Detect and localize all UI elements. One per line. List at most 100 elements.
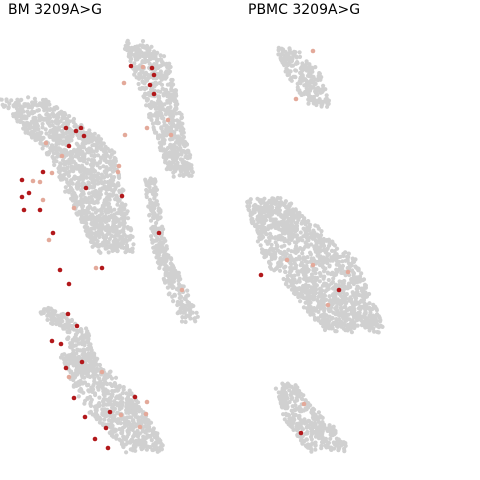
cell-point (160, 104, 165, 109)
cell-point (81, 168, 86, 173)
cell-point (114, 219, 119, 224)
cell-point (102, 175, 107, 180)
cell-point (258, 207, 263, 212)
cell-point (66, 190, 72, 195)
cell-point (118, 229, 123, 234)
cell-point (258, 243, 263, 248)
cell-point (89, 147, 94, 152)
cell-point (88, 139, 93, 144)
cell-point (252, 204, 257, 209)
cell-point (75, 132, 80, 138)
cell-point (63, 112, 68, 117)
cell-point (165, 100, 170, 105)
cell-point (320, 243, 325, 248)
cell-point (313, 238, 318, 243)
cell-point (106, 201, 112, 206)
cell-point (50, 123, 55, 128)
cell-point (115, 249, 120, 254)
cell-point (374, 308, 379, 313)
cell-point (30, 102, 35, 107)
cell-point (74, 200, 79, 205)
cell-point (330, 427, 335, 432)
cell-point (314, 287, 319, 292)
cell-point (336, 437, 341, 442)
cell-point (36, 127, 41, 132)
cell-point (20, 107, 25, 112)
cell-point (183, 172, 188, 177)
cell-point (301, 305, 306, 310)
cell-point (162, 154, 167, 159)
cell-point (155, 434, 160, 439)
variant-cell-point (325, 302, 331, 308)
cell-point (170, 114, 175, 119)
cell-point (50, 119, 55, 124)
cell-point (131, 242, 136, 247)
variant-cell-point (156, 230, 162, 236)
cell-point (142, 73, 147, 78)
cell-point (72, 191, 77, 196)
variant-cell-point (81, 133, 87, 139)
cell-point (37, 130, 43, 135)
cell-point (156, 104, 161, 109)
cell-point (286, 227, 291, 232)
cell-point (268, 200, 273, 205)
cell-point (377, 315, 382, 320)
cell-point (101, 389, 106, 394)
cell-point (311, 312, 316, 317)
cell-point (161, 276, 166, 281)
cell-point (154, 440, 159, 445)
cell-point (282, 384, 287, 389)
cell-point (104, 225, 109, 230)
cell-point (98, 176, 103, 181)
cell-point (161, 93, 166, 98)
cell-point (45, 317, 50, 322)
cell-point (164, 71, 169, 76)
cell-point (48, 129, 53, 134)
cell-point (144, 194, 149, 200)
variant-cell-point (71, 395, 77, 401)
cell-point (305, 295, 310, 300)
cell-point (326, 277, 331, 283)
cell-point (79, 329, 84, 334)
cell-point (330, 258, 335, 263)
cell-point (34, 124, 39, 129)
cell-point (177, 276, 182, 281)
cell-point (257, 217, 262, 222)
cell-point (85, 134, 90, 139)
cell-point (105, 231, 110, 236)
cell-point (87, 410, 92, 415)
cell-point (106, 159, 111, 164)
cell-point (183, 319, 188, 325)
cluster-upper-left-mass (0, 95, 136, 255)
cell-point (119, 212, 124, 217)
cell-point (129, 447, 134, 452)
cell-point (269, 252, 274, 257)
cell-point (78, 165, 83, 170)
variant-cell-point (301, 401, 307, 407)
cell-point (9, 98, 14, 103)
cell-point (257, 235, 262, 240)
cluster-bottom-cluster (273, 381, 348, 454)
cell-point (336, 312, 341, 317)
cell-point (71, 116, 77, 122)
cell-point (250, 216, 255, 222)
cell-point (284, 413, 289, 418)
cell-point (154, 56, 159, 62)
variant-cell-point (118, 412, 124, 418)
cell-point (171, 279, 176, 284)
cell-point (50, 111, 56, 116)
cell-point (0, 97, 2, 102)
cell-point (98, 159, 103, 164)
variant-cell-point (21, 207, 27, 213)
cell-point (128, 56, 133, 61)
cell-point (16, 101, 21, 107)
cell-point (313, 65, 318, 70)
cell-point (327, 294, 332, 299)
cell-point (304, 61, 310, 66)
cell-point (72, 372, 77, 378)
cluster-middle-cluster (245, 195, 385, 335)
variant-cell-point (49, 338, 55, 344)
cell-point (168, 137, 173, 142)
cell-point (101, 153, 106, 158)
cell-point (98, 192, 103, 197)
